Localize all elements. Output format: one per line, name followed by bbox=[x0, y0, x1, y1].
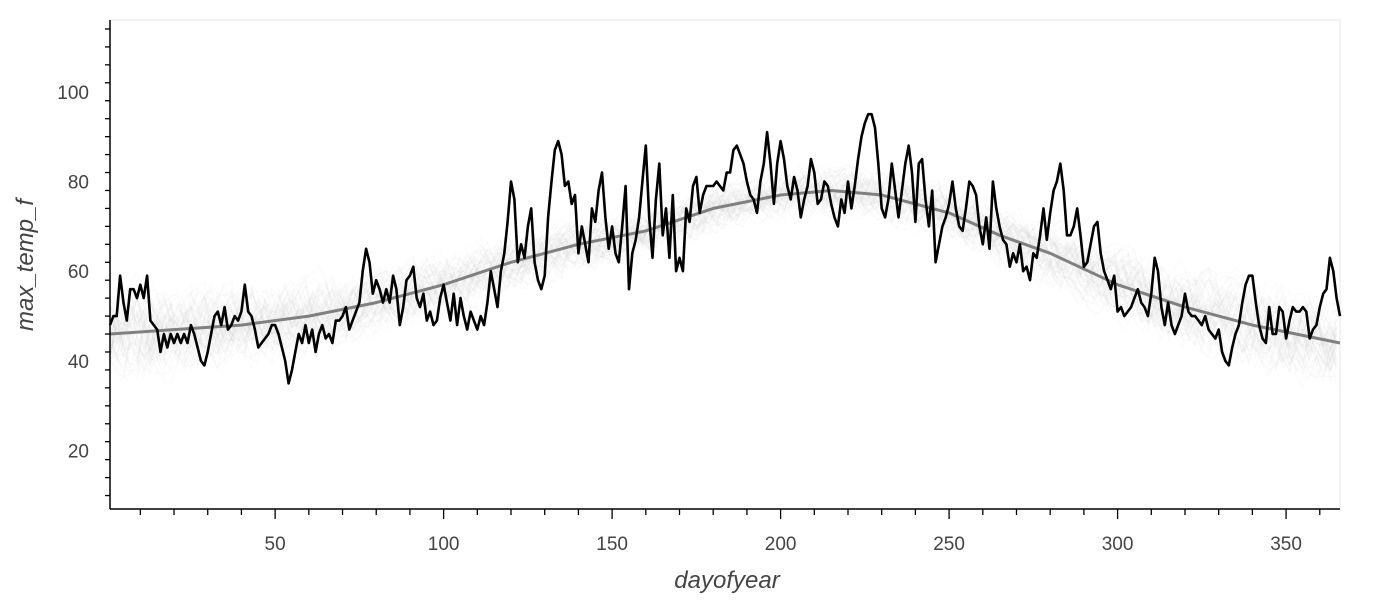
historical-year-line bbox=[109, 176, 1338, 367]
y-axis-ticks: 20 40 60 80 100 bbox=[57, 28, 110, 497]
y-tick-label: 60 bbox=[68, 262, 89, 283]
historical-year-line bbox=[109, 166, 1338, 361]
y-axis-label: max_temp_f bbox=[12, 197, 39, 331]
historical-year-line bbox=[109, 171, 1338, 378]
historical-year-line bbox=[109, 173, 1338, 366]
historical-year-line bbox=[109, 166, 1338, 376]
historical-year-line bbox=[109, 174, 1338, 375]
historical-year-line bbox=[109, 178, 1338, 374]
current-year-series-line bbox=[108, 112, 1342, 385]
historical-year-line bbox=[109, 180, 1337, 368]
historical-year-line bbox=[109, 170, 1338, 379]
x-tick-label: 200 bbox=[765, 534, 797, 555]
historical-year-line bbox=[109, 171, 1337, 371]
historical-year-line bbox=[109, 172, 1337, 374]
x-tick-label: 50 bbox=[265, 534, 286, 555]
historical-year-line bbox=[109, 168, 1338, 365]
historical-year-line bbox=[109, 175, 1338, 359]
historical-year-line bbox=[109, 171, 1338, 369]
historical-year-line bbox=[109, 167, 1338, 385]
historical-year-line bbox=[109, 170, 1338, 380]
historical-year-line bbox=[109, 170, 1338, 368]
historical-year-line bbox=[109, 170, 1338, 372]
historical-year-line bbox=[109, 176, 1338, 371]
historical-year-line bbox=[109, 179, 1338, 365]
historical-year-line bbox=[109, 176, 1338, 374]
historical-year-line bbox=[109, 165, 1338, 379]
historical-year-line bbox=[109, 174, 1337, 384]
historical-year-line bbox=[109, 180, 1338, 377]
x-tick-label: 350 bbox=[1270, 534, 1302, 555]
x-tick-label: 250 bbox=[933, 534, 965, 555]
historical-year-line bbox=[109, 175, 1338, 386]
historical-year-line bbox=[109, 173, 1338, 371]
historical-year-line bbox=[109, 183, 1338, 367]
y-tick-label: 40 bbox=[68, 352, 89, 373]
x-axis-label: dayofyear bbox=[674, 567, 780, 594]
historical-year-line bbox=[109, 167, 1338, 378]
historical-year-line bbox=[109, 176, 1337, 375]
historical-year-line bbox=[109, 166, 1338, 366]
y-tick-label: 80 bbox=[68, 173, 89, 194]
historical-year-line bbox=[109, 167, 1338, 368]
historical-year-line bbox=[109, 172, 1338, 361]
x-tick-label: 150 bbox=[596, 534, 628, 555]
historical-year-line bbox=[109, 165, 1337, 378]
x-tick-label: 300 bbox=[1102, 534, 1134, 555]
historical-year-line bbox=[109, 169, 1338, 390]
historical-year-line bbox=[109, 174, 1338, 387]
historical-year-line bbox=[109, 176, 1338, 373]
x-tick-label: 100 bbox=[428, 534, 460, 555]
historical-year-line bbox=[109, 171, 1338, 376]
y-tick-label: 100 bbox=[57, 83, 89, 104]
historical-year-line bbox=[109, 162, 1338, 379]
historical-year-line bbox=[109, 169, 1337, 364]
historical-year-line bbox=[109, 166, 1338, 376]
y-tick-label: 20 bbox=[68, 442, 89, 463]
historical-year-line bbox=[109, 166, 1337, 365]
historical-year-line bbox=[109, 172, 1338, 368]
x-axis-ticks: 50 100 150 200 250 300 350 bbox=[139, 509, 1321, 555]
